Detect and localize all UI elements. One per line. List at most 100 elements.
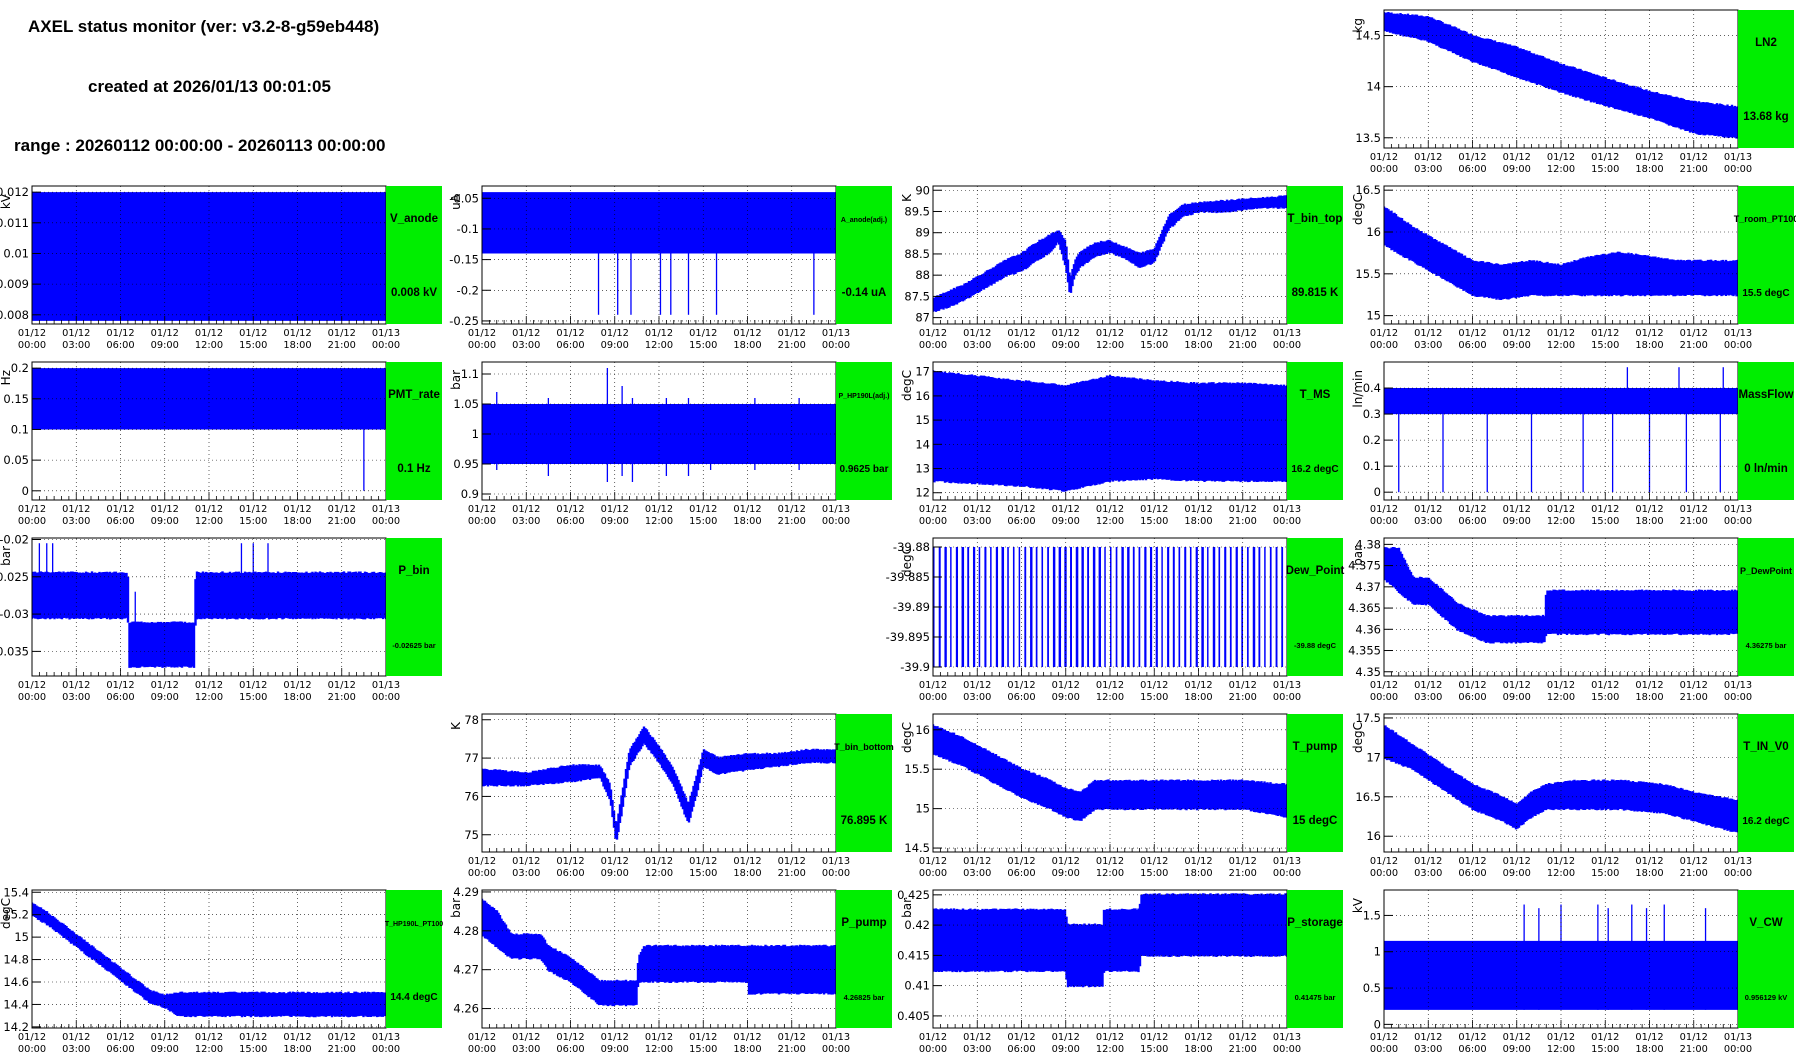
y-tick-label: 4.37	[1355, 580, 1381, 594]
x-tick-label: 01/12	[239, 1032, 267, 1043]
x-tick-label: 01/12	[556, 328, 584, 339]
x-tick-label: 01/12	[1052, 328, 1080, 339]
chart-tpump: 14.51515.51601/1200:0001/1203:0001/1206:…	[900, 713, 1343, 879]
x-tick-label: 15:00	[1591, 164, 1619, 175]
x-tick-label: 00:00	[1370, 1044, 1398, 1055]
panel-aanode: -0.25 -0.2 -0.15 -0.1 -0.05 01/12 00:00 01/12 03…	[449, 184, 894, 358]
x-tick-label: 12:00	[195, 1044, 223, 1055]
x-tick-label: 18:00	[1184, 516, 1212, 527]
x-tick-label: 00:00	[1370, 340, 1398, 351]
x-tick-label: 00:00	[1724, 868, 1752, 879]
y-tick-label: 87	[915, 311, 930, 325]
x-tick-label: 01/12	[1140, 856, 1168, 867]
x-tick-label: 00:00	[1724, 1044, 1752, 1055]
x-tick-label: 01/12	[1458, 152, 1486, 163]
current-value: 0.008 kV	[391, 287, 437, 299]
x-tick-label: 06:00	[1458, 164, 1486, 175]
x-tick-label: 01/12	[328, 328, 356, 339]
y-tick-label: 0.15	[3, 392, 29, 406]
x-tick-label: 15:00	[239, 692, 267, 703]
x-tick-label: 03:00	[1414, 1044, 1442, 1055]
x-tick-label: 03:00	[512, 868, 540, 879]
x-tick-label: 01/12	[1184, 1032, 1212, 1043]
current-value: 0.9625 bar	[840, 464, 889, 475]
current-value: 16.2 degC	[1291, 464, 1338, 475]
y-tick-label: 4.26	[453, 1002, 479, 1016]
x-tick-label: 01/12	[689, 328, 717, 339]
x-tick-label: 01/12	[1635, 856, 1663, 867]
x-tick-label: 01/12	[1414, 328, 1442, 339]
x-tick-label: 00:00	[1724, 692, 1752, 703]
y-tick-label: 14.6	[3, 975, 29, 989]
y-tick-label: 4.375	[1348, 559, 1381, 573]
x-tick-label: 01/12	[1503, 504, 1531, 515]
x-tick-label: 01/12	[1635, 504, 1663, 515]
series-name: T_bin_top	[1288, 213, 1343, 225]
x-tick-label: 01/12	[1052, 680, 1080, 691]
y-tick-label: 12	[915, 486, 930, 500]
y-tick-label: 0.9	[461, 487, 479, 501]
x-tick-label: 01/12	[195, 504, 223, 515]
grid	[32, 538, 386, 676]
status-box	[1287, 714, 1343, 852]
y-tick-label: 1.05	[453, 397, 479, 411]
y-tick-label: 0.3	[1363, 407, 1381, 421]
x-tick-label: 01/12	[1370, 1032, 1398, 1043]
x-tick-label: 15:00	[1140, 516, 1168, 527]
x-tick-label: 01/12	[778, 328, 806, 339]
x-tick-label: 12:00	[1096, 692, 1124, 703]
series-name: A_anode(adj.)	[841, 217, 887, 224]
x-tick-label: 01/13	[1724, 680, 1752, 691]
x-tick-label: 01/13	[1724, 856, 1752, 867]
x-tick-label: 01/12	[733, 328, 761, 339]
x-tick-label: 01/12	[601, 1032, 629, 1043]
chart-vcw: 00.511.501/1200:0001/1203:0001/1206:0001…	[1351, 889, 1794, 1055]
x-tick-label: 01/12	[1229, 504, 1257, 515]
x-tick-label: 06:00	[1458, 1044, 1486, 1055]
status-box	[836, 362, 892, 500]
x-tick-label: 01/12	[62, 504, 90, 515]
x-tick-label: 18:00	[1184, 1044, 1212, 1055]
x-tick-label: 09:00	[601, 1044, 629, 1055]
x-tick-label: 01/12	[1140, 504, 1168, 515]
series-name: T_pump	[1293, 741, 1338, 753]
x-tick-label: 00:00	[1273, 692, 1301, 703]
y-tick-label: 16	[915, 389, 930, 403]
x-tick-label: 18:00	[1184, 692, 1212, 703]
x-tick-label: 01/12	[1591, 152, 1619, 163]
series-name: T_IN_V0	[1743, 741, 1788, 753]
x-tick-label: 01/12	[1414, 152, 1442, 163]
x-tick-label: 01/12	[1096, 328, 1124, 339]
y-tick-label: 4.365	[1348, 601, 1381, 615]
x-tick-label: 01/12	[1007, 328, 1035, 339]
x-tick-label: 01/12	[645, 856, 673, 867]
x-tick-label: 01/12	[778, 504, 806, 515]
chart-pbin: -0.035-0.03-0.025-0.0201/1200:0001/1203:…	[0, 532, 442, 703]
x-tick-label: 01/12	[919, 1032, 947, 1043]
y-tick-label: 15	[915, 802, 930, 816]
x-tick-label: 01/12	[1547, 680, 1575, 691]
x-tick-label: 01/12	[601, 504, 629, 515]
x-tick-label: 01/12	[1503, 680, 1531, 691]
x-tick-label: 06:00	[1007, 692, 1035, 703]
x-tick-label: 01/12	[1184, 328, 1212, 339]
x-tick-label: 00:00	[468, 516, 496, 527]
chart-thp190: 14.214.414.614.81515.215.401/1200:0001/1…	[0, 885, 443, 1055]
y-tick-label: -0.03	[0, 607, 29, 621]
status-box	[1287, 538, 1343, 676]
x-tick-label: 06:00	[1458, 516, 1486, 527]
y-tick-label: 17	[1366, 750, 1381, 764]
x-tick-label: 01/12	[328, 680, 356, 691]
x-tick-label: 01/12	[1547, 1032, 1575, 1043]
x-tick-label: 03:00	[512, 340, 540, 351]
current-value: 13.68 kg	[1743, 111, 1788, 123]
series-name: MassFlow	[1739, 389, 1794, 401]
chart-pstorage: 0.4050.410.4150.420.42501/1200:0001/1203…	[897, 888, 1343, 1055]
y-tick-label: -0.05	[449, 191, 479, 205]
x-tick-label: 01/12	[151, 328, 179, 339]
grid	[933, 890, 1287, 1028]
x-tick-label: 21:00	[1229, 1044, 1257, 1055]
x-tick-label: 03:00	[62, 1044, 90, 1055]
series-name: PMT_rate	[388, 389, 440, 401]
x-tick-label: 09:00	[151, 692, 179, 703]
